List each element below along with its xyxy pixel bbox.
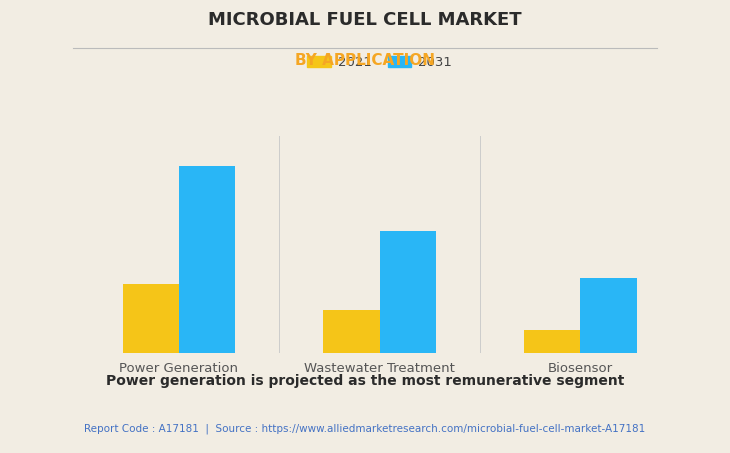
Text: MICROBIAL FUEL CELL MARKET: MICROBIAL FUEL CELL MARKET xyxy=(208,11,522,29)
Bar xyxy=(380,231,436,353)
Text: Power generation is projected as the most remunerative segment: Power generation is projected as the mos… xyxy=(106,374,624,388)
Bar xyxy=(179,165,235,353)
Bar xyxy=(580,278,637,353)
Bar xyxy=(323,310,380,353)
Bar xyxy=(524,330,580,353)
Bar xyxy=(123,284,179,353)
Text: BY APPLICATION: BY APPLICATION xyxy=(295,53,435,68)
Text: Report Code : A17181  |  Source : https://www.alliedmarketresearch.com/microbial: Report Code : A17181 | Source : https://… xyxy=(85,424,645,434)
Legend: 2021, 2031: 2021, 2031 xyxy=(302,51,457,75)
